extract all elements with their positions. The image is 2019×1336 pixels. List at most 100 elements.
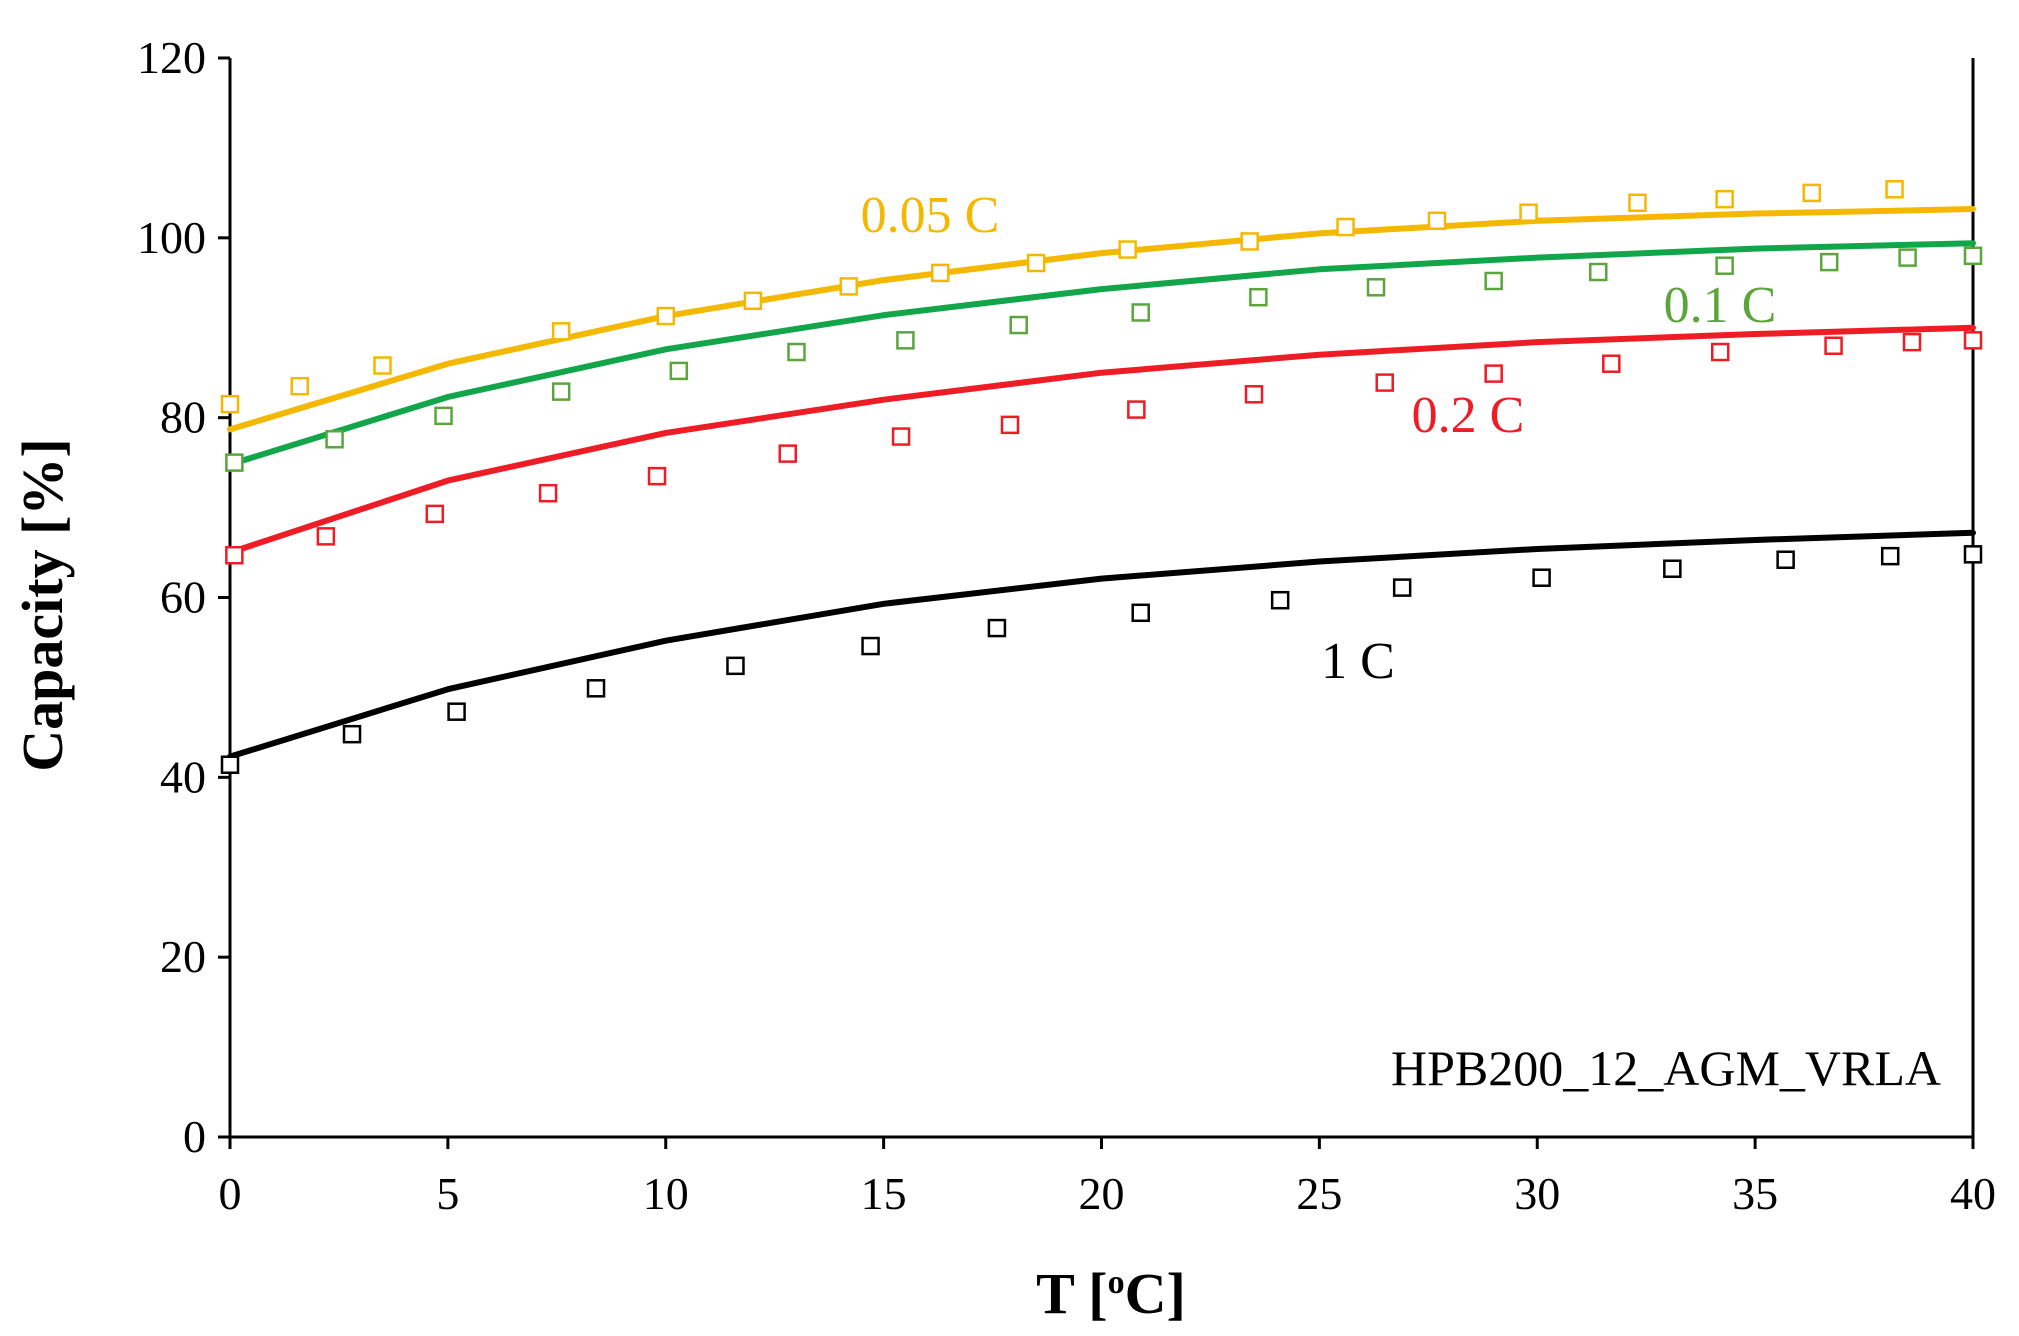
data-point-0-1-c <box>325 429 344 449</box>
data-point-0-1-c <box>787 342 806 362</box>
x-tick-label: 15 <box>861 1168 907 1219</box>
data-point-0-1-c <box>1249 287 1268 307</box>
series-label-0-2-c: 0.2 C <box>1412 387 1525 444</box>
data-point-0-05-c <box>1519 203 1538 222</box>
data-point-0-05-c <box>1240 232 1259 251</box>
data-point-1-c <box>586 679 606 698</box>
data-point-1-c <box>342 724 362 744</box>
data-point-0-1-c <box>1589 262 1608 282</box>
data-point-0-1-c <box>1009 315 1028 335</box>
data-point-0-05-c <box>1427 211 1447 230</box>
x-axis-title-superscript: o <box>1108 1264 1125 1301</box>
data-point-0-1-c <box>669 361 689 381</box>
data-point-0-2-c <box>1963 331 1983 350</box>
fit-line-0-2-c <box>227 324 1976 556</box>
x-tick-label: 10 <box>643 1168 689 1219</box>
y-tick-label: 100 <box>137 212 206 263</box>
data-point-0-2-c <box>538 483 558 503</box>
data-point-0-05-c <box>551 322 571 341</box>
data-point-0-05-c <box>1118 240 1137 259</box>
y-tick-label: 60 <box>160 572 206 623</box>
x-axis-title-end: C] <box>1125 1261 1186 1326</box>
series-0-2-c: 0.2 C <box>225 324 1983 565</box>
data-point-0-2-c <box>1711 342 1730 362</box>
data-point-0-2-c <box>1000 415 1020 435</box>
data-point-0-2-c <box>647 466 667 486</box>
data-point-0-05-c <box>1802 183 1822 203</box>
data-point-0-05-c <box>931 263 950 283</box>
data-point-1-c <box>1532 568 1551 587</box>
data-point-1-c <box>447 702 466 721</box>
data-point-1-c <box>726 656 745 676</box>
data-point-0-1-c <box>551 382 571 401</box>
data-point-0-05-c <box>290 376 309 396</box>
series-label-0-05-c: 0.05 C <box>861 187 1000 244</box>
x-axis-title-start: T [ <box>1036 1261 1107 1326</box>
dataset-annotation: HPB200_12_AGM_VRLA <box>1391 1040 1941 1096</box>
data-point-0-2-c <box>1484 364 1503 383</box>
x-tick-label: 35 <box>1732 1168 1778 1219</box>
data-point-0-05-c <box>743 291 763 311</box>
data-point-0-05-c <box>373 356 392 375</box>
data-point-0-1-c <box>1819 252 1839 272</box>
data-point-1-c <box>1663 559 1682 578</box>
data-point-0-05-c <box>1026 253 1046 273</box>
x-axis-title: T [oC] <box>1036 1261 1186 1326</box>
x-tick-label: 30 <box>1514 1168 1560 1219</box>
x-tick-label: 5 <box>436 1168 459 1219</box>
data-point-0-05-c <box>220 394 240 414</box>
data-point-1-c <box>1131 603 1150 623</box>
data-point-1-c <box>861 636 880 656</box>
data-point-0-1-c <box>434 406 453 426</box>
data-point-0-1-c <box>1898 248 1917 267</box>
fit-line-1-c <box>227 529 1976 760</box>
x-tick-label: 25 <box>1296 1168 1342 1219</box>
data-point-0-2-c <box>316 527 336 546</box>
data-point-0-05-c <box>1715 189 1734 209</box>
data-point-1-c <box>1963 545 1983 564</box>
data-point-0-05-c <box>1628 193 1647 213</box>
data-point-1-c <box>1880 546 1900 566</box>
data-point-0-2-c <box>1902 332 1922 352</box>
plot-area: 0 20 40 60 80 100 120 0 5 10 15 20 25 30 35 40 0.05 C 0.1… <box>137 32 1996 1219</box>
data-point-0-2-c <box>425 504 445 524</box>
data-point-0-1-c <box>225 453 244 472</box>
data-point-0-2-c <box>1244 385 1264 404</box>
y-axis-title: Capacity [%] <box>10 438 75 771</box>
data-point-1-c <box>220 755 240 774</box>
data-point-0-1-c <box>896 331 915 350</box>
data-point-0-1-c <box>1131 303 1150 322</box>
data-point-0-2-c <box>1375 373 1394 392</box>
series-label-1-c: 1 C <box>1321 633 1395 690</box>
data-point-0-05-c <box>839 277 859 296</box>
data-point-0-05-c <box>1885 180 1904 199</box>
series-1-c: 1 C <box>220 529 1983 774</box>
data-point-0-2-c <box>225 545 244 565</box>
fit-line-0-1-c <box>227 240 1976 468</box>
data-point-0-1-c <box>1484 271 1503 291</box>
data-point-0-2-c <box>1127 400 1146 419</box>
y-tick-label: 40 <box>160 751 206 802</box>
y-tick-label: 20 <box>160 931 206 982</box>
y-tick-label: 80 <box>160 392 206 443</box>
data-point-0-2-c <box>1602 354 1621 373</box>
data-point-0-1-c <box>1963 246 1983 266</box>
series-0-05-c: 0.05 C <box>220 180 1976 433</box>
x-tick-label: 20 <box>1079 1168 1125 1219</box>
y-tick-label: 0 <box>183 1111 206 1162</box>
data-point-0-05-c <box>656 306 675 326</box>
data-point-0-2-c <box>1824 336 1843 355</box>
data-point-1-c <box>1776 550 1795 569</box>
series-label-0-1-c: 0.1 C <box>1664 277 1777 334</box>
fit-line-0-05-c <box>227 206 1976 433</box>
x-tick-label: 40 <box>1950 1168 1996 1219</box>
x-tick-label: 0 <box>219 1168 242 1219</box>
data-point-0-05-c <box>1336 217 1355 237</box>
y-tick-label: 120 <box>137 32 206 83</box>
data-point-0-1-c <box>1715 256 1734 275</box>
data-point-0-1-c <box>1366 278 1386 297</box>
data-point-0-2-c <box>891 427 911 446</box>
data-point-1-c <box>1270 590 1290 610</box>
data-point-0-2-c <box>778 444 798 463</box>
